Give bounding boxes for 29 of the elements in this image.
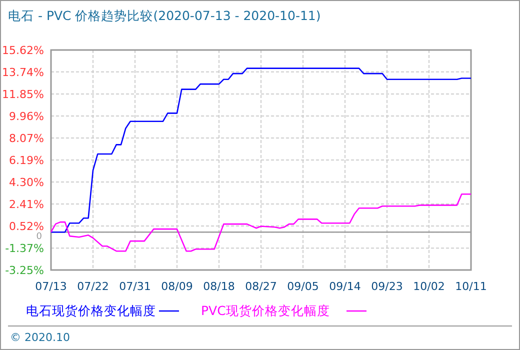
x-tick-label: 09/23 <box>371 280 403 293</box>
x-tick-label: 08/09 <box>161 280 193 293</box>
y-tick-label: -3.25% <box>5 264 44 277</box>
x-tick-label: 07/13 <box>35 280 67 293</box>
text: © 2020.10 <box>10 331 70 344</box>
legend-label: 电石现货价格变化幅度 <box>26 303 156 318</box>
y-tick-label: 6.19% <box>9 154 44 167</box>
y-tick-label: 15.62% <box>2 44 44 57</box>
y-tick-label: -1.37% <box>5 242 44 256</box>
y-tick-label: 0 <box>36 232 42 242</box>
chart-title: 电石 - PVC 价格趋势比较(2020-07-13 - 2020-10-11) <box>8 8 321 23</box>
x-tick-label: 09/14 <box>329 280 361 293</box>
y-tick-label: 9.96% <box>9 110 44 123</box>
x-tick-label: 08/27 <box>245 280 277 293</box>
legend-label: PVC现货价格变化幅度 <box>201 303 330 318</box>
y-tick-label: 4.30% <box>9 176 44 189</box>
line-series <box>50 68 472 233</box>
y-tick-label: 0.52% <box>9 220 44 234</box>
x-tick-label: 07/31 <box>119 280 151 293</box>
x-tick-label: 07/22 <box>77 280 109 293</box>
y-tick-label: 8.07% <box>9 132 44 146</box>
x-tick-label: 09/05 <box>287 280 319 293</box>
x-tick-label: 10/11 <box>455 280 487 293</box>
x-tick-label: 10/02 <box>413 280 445 293</box>
y-tick-label: 2.41% <box>9 198 44 212</box>
y-tick-label: 13.74% <box>2 66 44 79</box>
line-series <box>50 193 472 252</box>
y-tick-label: 11.85% <box>2 88 44 101</box>
x-tick-label: 08/18 <box>203 280 235 293</box>
